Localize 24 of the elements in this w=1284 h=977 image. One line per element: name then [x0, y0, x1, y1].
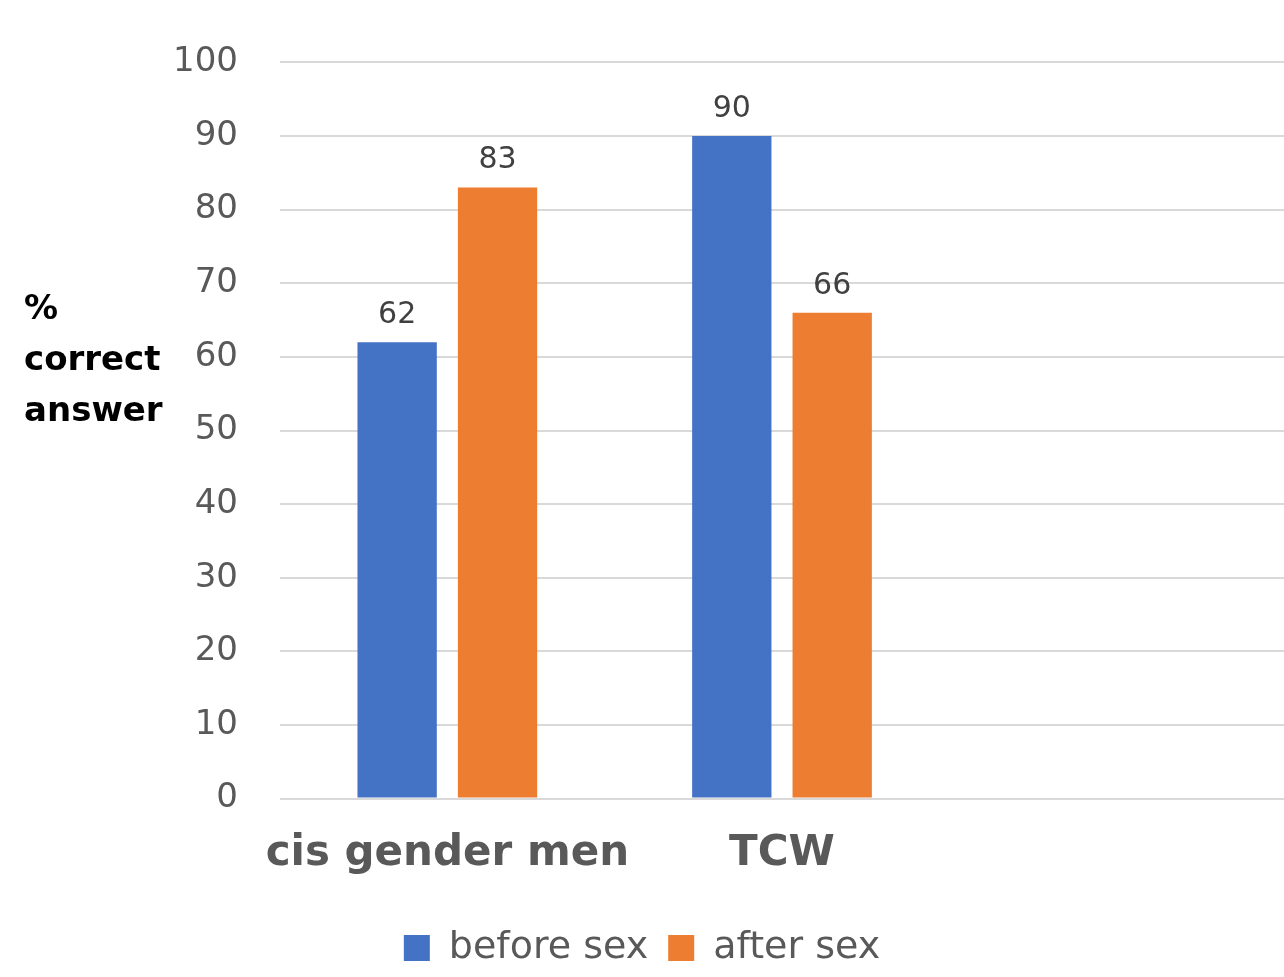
y-tick-label: 60 [194, 333, 238, 374]
y-tick-label: 70 [194, 260, 238, 301]
x-tick-label: TCW [729, 825, 835, 875]
y-tick-label: 30 [194, 554, 238, 595]
bar [792, 312, 872, 798]
data-label: 62 [378, 294, 417, 330]
bar [692, 136, 772, 798]
y-tick-label: 20 [194, 628, 238, 669]
y-axis-title: % correct answer [24, 286, 164, 431]
y-tick-label: 40 [194, 480, 238, 521]
bar [457, 187, 538, 798]
bar [357, 342, 437, 798]
y-tick-label: 50 [194, 407, 238, 448]
legend-label: before sex [448, 922, 649, 967]
y-tick-label: 10 [194, 701, 238, 742]
x-tick-label: cis gender men [265, 825, 630, 875]
y-tick-label: 90 [194, 112, 238, 153]
data-label: 83 [478, 140, 517, 176]
y-tick-label: 80 [194, 186, 238, 227]
data-label: 90 [712, 88, 751, 124]
y-tick-label: 100 [173, 39, 238, 80]
legend-label: after sex [713, 922, 881, 967]
y-tick-label: 0 [216, 775, 238, 816]
data-label: 66 [813, 265, 852, 301]
